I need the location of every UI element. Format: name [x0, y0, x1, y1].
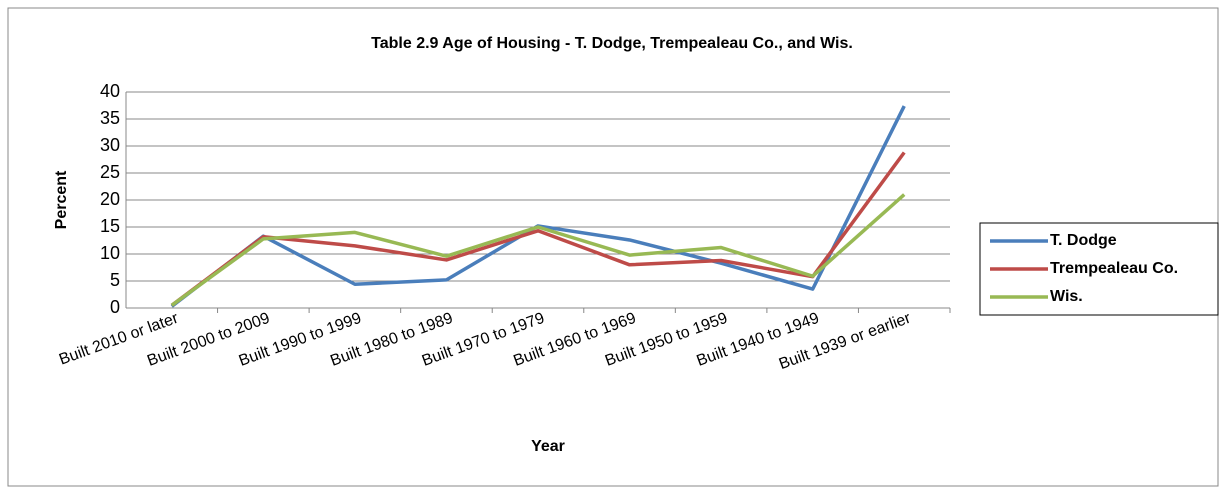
- legend-label: T. Dodge: [1050, 232, 1117, 249]
- y-axis-title: Percent: [53, 170, 70, 229]
- chart-title: Table 2.9 Age of Housing - T. Dodge, Tre…: [371, 35, 853, 52]
- y-tick-label: 5: [110, 270, 120, 290]
- y-tick-label: 35: [100, 108, 120, 128]
- legend-label: Wis.: [1050, 288, 1083, 305]
- series-line: [170, 193, 906, 307]
- y-tick-label: 40: [100, 81, 120, 101]
- y-tick-label: 10: [100, 243, 120, 263]
- series-line: [170, 151, 906, 307]
- y-tick-label: 30: [100, 135, 120, 155]
- x-axis-title: Year: [531, 438, 565, 455]
- y-tick-label: 0: [110, 297, 120, 317]
- y-tick-label: 15: [100, 216, 120, 236]
- y-tick-label: 20: [100, 189, 120, 209]
- y-tick-label: 25: [100, 162, 120, 182]
- legend-label: Trempealeau Co.: [1050, 260, 1178, 277]
